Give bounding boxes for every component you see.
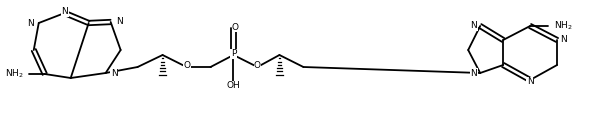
Text: N: N bbox=[111, 68, 118, 77]
Text: P: P bbox=[231, 49, 236, 59]
Text: N: N bbox=[560, 36, 567, 44]
Text: O: O bbox=[254, 60, 261, 70]
Text: NH$_2$: NH$_2$ bbox=[554, 20, 573, 32]
Text: O: O bbox=[232, 23, 239, 31]
Text: N: N bbox=[471, 21, 477, 31]
Text: O: O bbox=[183, 60, 190, 70]
Text: N: N bbox=[62, 8, 68, 16]
Text: NH$_2$: NH$_2$ bbox=[5, 68, 24, 80]
Text: N: N bbox=[27, 18, 34, 27]
Text: N: N bbox=[527, 77, 533, 87]
Text: N: N bbox=[471, 68, 477, 77]
Text: N: N bbox=[116, 18, 123, 27]
Text: OH: OH bbox=[227, 81, 240, 90]
